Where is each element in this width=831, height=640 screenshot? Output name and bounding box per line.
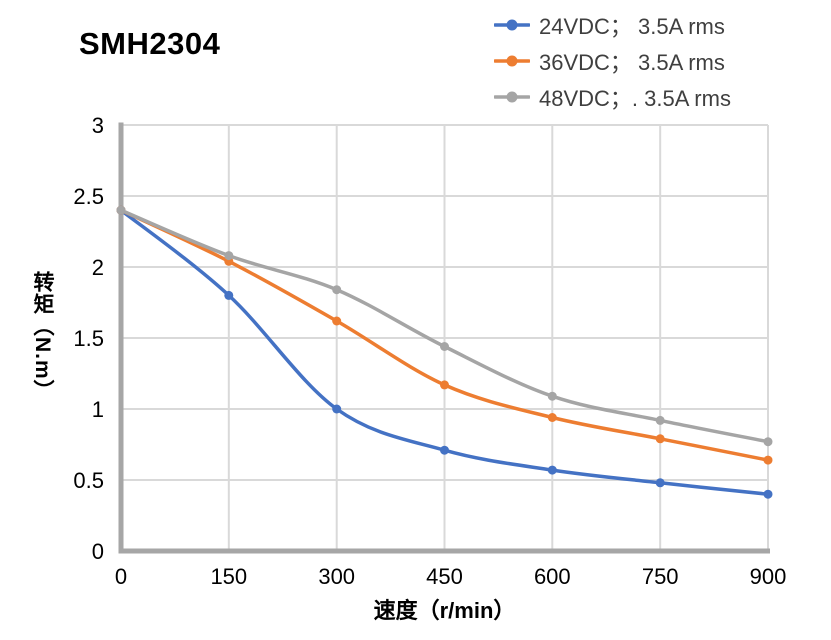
x-tick-label: 0 [115,564,127,589]
legend-marker-icon [494,19,530,31]
y-tick-label: 2.5 [73,184,104,209]
y-tick-label: 3 [92,113,104,138]
data-point-marker [655,478,665,488]
y-tick-label: 0.5 [73,468,104,493]
data-point-marker [763,489,773,499]
data-point-marker [332,316,342,326]
legend-item: 24VDC； 3.5A rms [494,12,731,39]
legend-label: 36VDC； 3.5A rms [539,50,725,75]
data-point-marker [440,380,449,390]
legend-label: 24VDC； 3.5A rms [539,14,725,39]
data-point-marker [655,434,665,444]
data-point-marker [332,285,342,295]
x-tick-label: 450 [426,564,463,589]
chart-title: SMH2304 [79,26,221,61]
x-tick-label: 750 [642,564,679,589]
y-axis-title: 转矩（N.m） [31,271,54,402]
x-tick-label: 300 [318,564,355,589]
y-tick-label: 1.5 [73,326,104,351]
data-point-marker [547,465,557,475]
legend-label: 48VDC；. 3.5A rms [539,86,731,111]
legend-marker-icon [494,55,530,67]
data-point-marker [547,391,557,401]
data-point-marker [763,455,773,465]
x-tick-label: 900 [750,564,787,589]
legend-item: 48VDC；. 3.5A rms [494,84,731,111]
data-point-marker [116,205,126,215]
legend-marker-icon [494,91,530,103]
legend-item: 36VDC； 3.5A rms [494,48,731,75]
data-point-marker [224,251,234,261]
x-axis-title: 速度（r/min） [373,598,516,623]
y-tick-label: 2 [92,255,104,280]
data-point-marker [332,404,342,414]
data-point-marker [763,437,773,447]
legend: 24VDC； 3.5A rms 36VDC； 3.5A rms 48VDC；. … [494,12,731,120]
data-point-marker [547,413,557,422]
x-tick-label: 600 [534,564,571,589]
y-tick-label: 1 [92,397,104,422]
data-point-marker [655,415,665,425]
data-point-marker [224,290,234,300]
data-point-marker [440,342,449,351]
x-tick-label: 150 [210,564,247,589]
y-tick-label: 0 [92,539,104,564]
data-point-marker [440,445,449,455]
